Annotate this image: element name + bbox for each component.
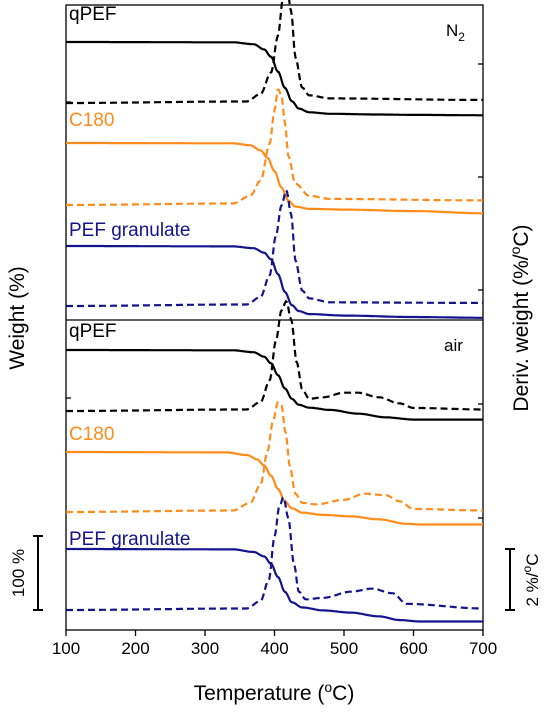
x-tick-label: 200 [121, 639, 149, 658]
deriv-curve-qpef [66, 299, 483, 413]
series-label-pef-granulate: PEF granulate [69, 220, 190, 241]
weight-curve-pef-granulate [66, 547, 483, 623]
weight-curve-qpef [66, 40, 483, 117]
deriv-curve-c180 [66, 88, 483, 207]
curves [66, 0, 484, 623]
weight-curve-pef-granulate [66, 244, 483, 319]
series-label-c180: C180 [69, 424, 114, 445]
right-axis-ticks [66, 63, 483, 519]
x-axis-ticks: 100 200 300 400 500 600 700 [52, 630, 497, 658]
deriv-curve-c180 [66, 401, 483, 514]
series-label-pef-granulate: PEF granulate [69, 529, 190, 550]
weight-curve-c180 [66, 450, 483, 526]
weight-scale-label: 100 % [9, 549, 28, 597]
weight-curve-qpef [66, 348, 483, 421]
series-label-qpef: qPEF [69, 4, 117, 25]
y-axis-label-right: Deriv. weight (%/oC) [507, 224, 533, 411]
y-axis-label-left: Weight (%) [6, 266, 29, 369]
condition-label-n2: N2 [446, 21, 465, 44]
deriv-curve-qpef [66, 0, 484, 105]
x-tick-label: 400 [260, 639, 288, 658]
condition-label-air: air [444, 336, 463, 355]
x-tick-label: 500 [330, 639, 358, 658]
weight-scale-bar [33, 535, 43, 611]
deriv-curve-pef-granulate [66, 496, 483, 612]
x-tick-label: 600 [399, 639, 427, 658]
weight-curve-c180 [66, 141, 483, 215]
series-label-qpef: qPEF [69, 321, 117, 342]
deriv-scale-bar [505, 548, 515, 611]
deriv-curve-pef-granulate [66, 188, 483, 308]
x-tick-label: 700 [469, 639, 497, 658]
x-tick-label: 300 [191, 639, 219, 658]
series-label-c180: C180 [69, 110, 114, 131]
series-labels: qPEF C180 PEF granulate qPEF C180 PEF granula… [69, 4, 190, 550]
x-tick-label: 100 [52, 639, 80, 658]
x-axis-label: Temperature (oC) [194, 679, 355, 705]
deriv-scale-label: 2 %/oC [520, 554, 542, 607]
